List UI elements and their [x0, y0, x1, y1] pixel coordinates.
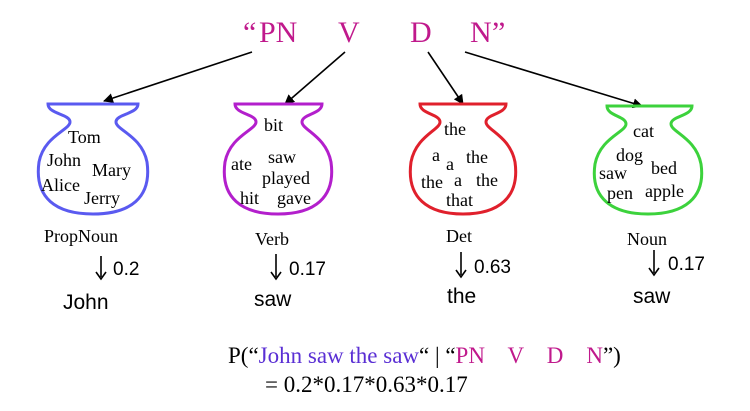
urn-word: the	[421, 172, 443, 192]
equation-sentence: John saw the saw	[259, 343, 420, 368]
urn-word: Tom	[68, 127, 101, 147]
urn-word: Alice	[41, 175, 80, 195]
urn-det-vase	[408, 102, 518, 216]
emission-arrow	[270, 254, 282, 281]
urn-verb-vase	[222, 102, 334, 216]
urn-word: a	[454, 170, 462, 190]
urn-word: pen	[607, 183, 633, 203]
urn-word: Jerry	[84, 188, 120, 208]
tag-close-quote: ”	[492, 16, 505, 49]
tag-sequence: “ PN V D N ”	[243, 16, 505, 49]
arrow-v	[284, 51, 346, 105]
arrow-n	[464, 51, 643, 109]
urn-word: dog	[616, 145, 643, 165]
urn-det: the a a the the a the that	[408, 102, 518, 216]
urn-word: bed	[651, 158, 677, 178]
urn-tag-label: Noun	[627, 229, 667, 249]
tag-d: D	[410, 16, 432, 49]
equation-suffix: ”)	[603, 343, 621, 368]
emitted-word: saw	[254, 288, 292, 311]
urn-word: played	[262, 168, 310, 188]
equation-prefix: P(“	[228, 343, 259, 368]
equation-middle: “ | “	[419, 343, 456, 368]
emission-probability: 0.17	[289, 259, 326, 280]
tag-v: V	[338, 16, 360, 49]
urn-word: Mary	[92, 160, 131, 180]
urn-word: cat	[633, 121, 654, 141]
urn-word: the	[476, 170, 498, 190]
urn-word: a	[432, 145, 440, 165]
arrows	[103, 51, 643, 109]
emission-probability: 0.2	[113, 259, 139, 280]
urn-word: John	[47, 150, 81, 170]
emission-arrow	[455, 252, 467, 279]
tag-open-quote: “	[243, 16, 256, 49]
tag-n: N	[470, 16, 492, 49]
urn-tag-label: Verb	[255, 229, 289, 249]
urn-noun: cat dog bed saw pen apple	[592, 104, 704, 216]
tag-pn: PN	[259, 16, 297, 49]
emitted-word: the	[447, 285, 476, 308]
urn-word: the	[466, 147, 488, 167]
arrow-d	[427, 51, 464, 105]
urn-verb: bit ate saw played hit gave	[222, 102, 334, 216]
urn-propnoun: Tom John Mary Alice Jerry	[36, 102, 150, 216]
emission-arrow	[648, 250, 660, 277]
urn-word: saw	[599, 163, 627, 183]
urn-word: a	[446, 154, 454, 174]
urn-word: bit	[264, 115, 283, 135]
emitted-word: saw	[633, 285, 671, 308]
emission-arrow	[95, 256, 107, 281]
probability-equation-line2: = 0.2*0.17*0.63*0.17	[265, 372, 468, 397]
urn-word: gave	[277, 188, 311, 208]
urn-word: that	[446, 190, 473, 210]
equation-tags: PN V D N	[456, 343, 604, 368]
emitted-word: John	[63, 291, 109, 314]
urn-word: saw	[268, 147, 296, 167]
urn-propnoun-vase	[36, 102, 150, 216]
emission-probability: 0.17	[668, 254, 705, 275]
urn-tag-label: PropNoun	[44, 226, 118, 246]
arrow-pn	[103, 51, 253, 103]
urn-word: apple	[645, 181, 684, 201]
probability-equation-line1: P(“John saw the saw“ | “PN V D N”)	[228, 343, 621, 368]
urn-word: the	[444, 119, 466, 139]
urn-tag-label: Det	[446, 226, 472, 246]
urn-noun-vase	[592, 104, 704, 216]
urn-word: hit	[240, 188, 259, 208]
emission-probability: 0.63	[474, 257, 511, 278]
urn-word: ate	[231, 154, 252, 174]
